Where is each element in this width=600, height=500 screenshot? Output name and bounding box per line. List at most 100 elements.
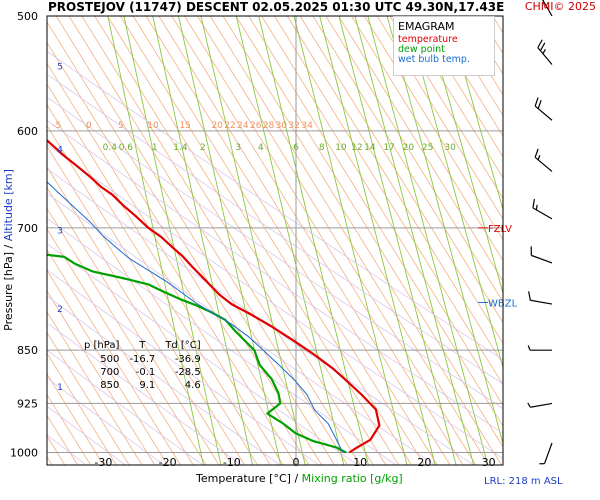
isotherm-line: [325, 16, 503, 303]
isotherm-line: [47, 331, 130, 465]
table-cell: -0.1: [135, 367, 156, 378]
wind-barb-flag: [534, 148, 539, 158]
dry-adiabat-line: [47, 144, 503, 460]
x-tick-label: 10: [353, 456, 367, 469]
wind-barb-flag: [537, 99, 542, 109]
mixing-ratio-line: [354, 16, 475, 465]
legend-title: EMAGRAM: [398, 20, 455, 33]
wind-barb-staff: [530, 299, 553, 305]
isotherm-line: [47, 166, 233, 465]
sounding-series: [47, 138, 381, 454]
dry-adiabat-line: [47, 405, 126, 465]
temperature-line: [47, 138, 381, 454]
isotherm-line: [209, 16, 489, 465]
mixing-ratio-label: 0.4: [103, 143, 118, 153]
isotherm-line: [222, 16, 502, 465]
mixing-ratio-label: 17: [383, 143, 394, 153]
mixing-ratio-label: 1: [152, 143, 158, 153]
isotherm-line: [145, 16, 425, 465]
mixing-ratio-label: 20: [403, 143, 415, 153]
isotherm-label: 0: [86, 121, 92, 131]
pressure-grid: [47, 16, 503, 465]
table-cell: -16.7: [129, 354, 156, 365]
table-header-t: T: [139, 340, 146, 351]
mixing-ratio-label: 10: [335, 143, 347, 153]
mixing-ratio-lines: [107, 16, 503, 465]
isotherm-line: [274, 16, 503, 386]
isotherm-line: [120, 16, 400, 465]
y-tick-label: 600: [17, 125, 38, 138]
wind-barb-flag: [528, 291, 531, 301]
legend-box: EMAGRAM temperature dew point wet bulb t…: [393, 16, 495, 76]
isotherm-line: [415, 16, 503, 158]
isotherm-line: [47, 62, 297, 465]
lrl-label: LRL: 218 m ASL: [484, 476, 563, 487]
dry-adiabat-line: [47, 269, 320, 465]
isotherm-line: [81, 16, 361, 465]
mixing-ratio-label: 30: [444, 143, 456, 153]
isotherm-label: 15: [179, 121, 190, 131]
isotherm-line: [132, 16, 412, 465]
wind-barb-flag: [527, 345, 531, 351]
chart-title: PROSTEJOV (11747) DESCENT 02.05.2025 01:…: [48, 0, 505, 14]
wind-barb-flag: [537, 39, 543, 48]
isotherm-label: 22: [224, 121, 235, 131]
isotherm-line: [158, 16, 438, 465]
summary-table: p [hPa] T Td [°C] 500 -16.7 -36.9 700 -0…: [78, 338, 207, 393]
wind-barb-flag: [534, 97, 539, 107]
y-axis-label: Pressure [hPa] / Altitude [km]: [2, 169, 15, 331]
x-axis-label-temperature: Temperature [°C]: [196, 472, 291, 485]
level-label: FZLV: [488, 224, 512, 235]
isotherm-line: [235, 16, 503, 448]
legend-wet-bulb: wet bulb temp.: [398, 54, 470, 65]
x-tick-label: -20: [159, 456, 177, 469]
isotherm-line: [518, 16, 600, 465]
isotherm-line: [47, 352, 117, 465]
wind-barb-staff: [534, 156, 553, 172]
isotherm-line: [453, 16, 503, 96]
isotherm-line: [47, 124, 258, 465]
isotherm-line: [402, 16, 503, 179]
table-cell: -36.9: [174, 354, 201, 365]
y-tick-label: 1000: [10, 447, 38, 460]
table-cell: 850: [100, 380, 120, 391]
isotherm-line: [55, 16, 335, 465]
isotherm-line: [248, 16, 503, 427]
isotherm-line: [389, 16, 503, 200]
mixing-ratio-label: 4: [258, 143, 264, 153]
x-axis-label-mixing-ratio: Mixing ratio [g/kg]: [301, 472, 403, 485]
y-axis-label-pressure: Pressure [hPa]: [2, 248, 15, 330]
wind-barb-staff: [530, 402, 553, 408]
wind-barb-staff: [532, 207, 553, 220]
dry-adiabat-line: [47, 243, 358, 465]
dew-point-line: [47, 253, 347, 454]
isotherm-line: [197, 16, 477, 465]
table-header-row: p [hPa] T Td [°C]: [80, 340, 205, 352]
isotherm-label: 10: [147, 121, 159, 131]
isotherm-label: 30: [276, 121, 288, 131]
y-axis-label-altitude: Altitude [km]: [2, 169, 15, 241]
isotherm-line: [351, 16, 503, 262]
plot-frame: [46, 15, 504, 466]
dry-adiabat-line: [47, 322, 242, 465]
dry-adiabat-line: [47, 349, 203, 465]
table-row: 850 9.1 4.6: [80, 380, 205, 391]
isotherm-line: [531, 16, 600, 465]
copyright-label: CHMI© 2025: [524, 0, 596, 13]
altitude-tick-label: 4: [57, 145, 63, 155]
wind-barb-staff: [534, 105, 553, 121]
isotherm-line: [107, 16, 387, 465]
isotherm-line: [506, 16, 600, 465]
dry-adiabat-line: [47, 73, 503, 385]
isotherm-label: 26: [250, 121, 262, 131]
altitude-tick-label: 1: [57, 383, 63, 393]
isotherm-label: 32: [289, 121, 300, 131]
table-cell: 9.1: [139, 380, 156, 391]
wind-barb-flag: [532, 198, 535, 208]
y-tick-label: 700: [17, 222, 38, 235]
mixing-ratio-line: [405, 16, 503, 370]
isotherm-line: [492, 16, 503, 34]
isotherm-line: [184, 16, 464, 465]
isotherm-line: [312, 16, 503, 324]
